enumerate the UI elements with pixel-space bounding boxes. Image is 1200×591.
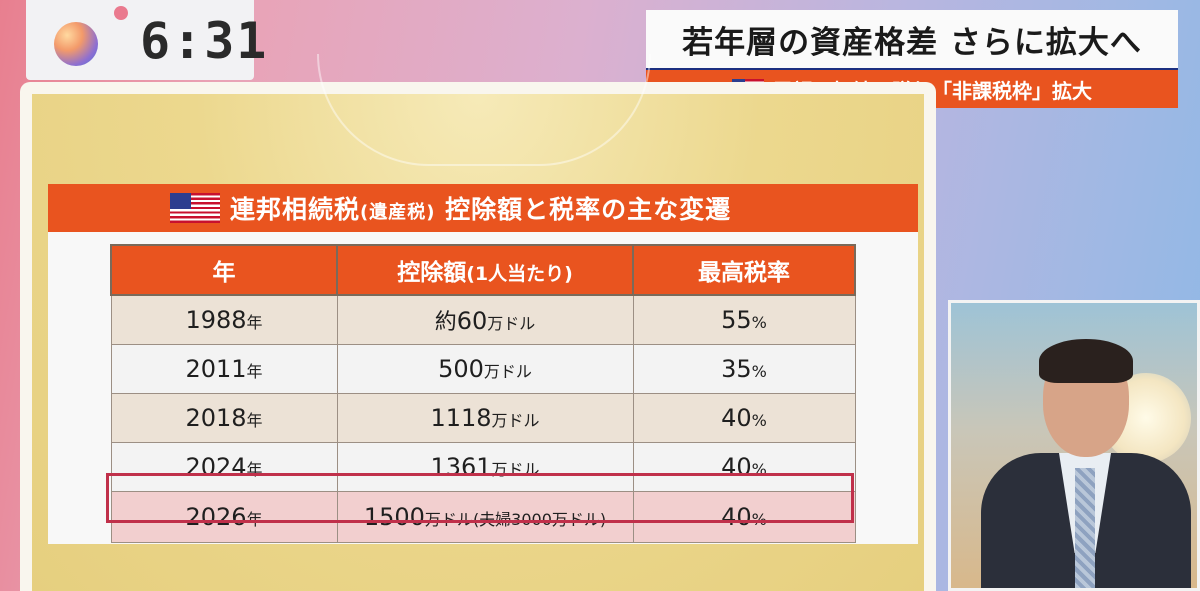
table-row-highlighted: 2026年 1500万ドル(夫婦3000万ドル) 40% [110,491,856,543]
headline-bar: 若年層の資産格差 さらに拡大へ [646,10,1178,73]
logo-dot-icon [114,6,128,20]
cell-deduction: 500万ドル [336,344,634,394]
table-row: 2024年 1361万ドル 40% [110,442,856,492]
cell-deduction: 1361万ドル [336,442,634,492]
table-header-row: 年 控除額(1人当たり) 最高税率 [110,244,856,296]
cell-rate: 55% [632,294,856,345]
table-row: 1988年 約60万ドル 55% [110,294,856,345]
decorative-arc [317,54,651,166]
cell-deduction: 約60万ドル [336,294,634,345]
cell-rate: 35% [632,344,856,394]
clock-badge: 6:31 [26,0,266,80]
channel-logo-icon [54,22,98,66]
presenter-video [948,300,1200,591]
info-panel: 連邦相続税(遺産税) 控除額と税率の主な変遷 年 控除額(1人当たり) 最高税率… [20,54,936,591]
cell-rate: 40% [632,442,856,492]
us-flag-icon [170,193,220,223]
table-row: 2018年 1118万ドル 40% [110,393,856,443]
presenter-hair [1039,339,1133,383]
tax-card: 連邦相続税(遺産税) 控除額と税率の主な変遷 年 控除額(1人当たり) 最高税率… [48,184,918,544]
cell-deduction: 1118万ドル [336,393,634,443]
cell-year: 2024年 [110,442,338,492]
cell-year: 2026年 [110,491,338,543]
cell-rate: 40% [632,393,856,443]
presenter-tie [1075,468,1095,588]
cell-rate: 40% [632,491,856,543]
cell-year: 2018年 [110,393,338,443]
tax-table: 年 控除額(1人当たり) 最高税率 1988年 約60万ドル 55% 2011年… [110,244,856,543]
cell-year: 1988年 [110,294,338,345]
headline-title: 若年層の資産格差 さらに拡大へ [682,24,1142,61]
card-title: 連邦相続税(遺産税) 控除額と税率の主な変遷 [230,195,732,224]
cell-deduction: 1500万ドル(夫婦3000万ドル) [336,491,634,543]
header-rate: 最高税率 [632,244,856,296]
card-title-bar: 連邦相続税(遺産税) 控除額と税率の主な変遷 [48,184,918,232]
header-year: 年 [110,244,338,296]
table-row: 2011年 500万ドル 35% [110,344,856,394]
header-deduction: 控除額(1人当たり) [336,244,634,296]
cell-year: 2011年 [110,344,338,394]
clock-time: 6:31 [140,12,269,70]
